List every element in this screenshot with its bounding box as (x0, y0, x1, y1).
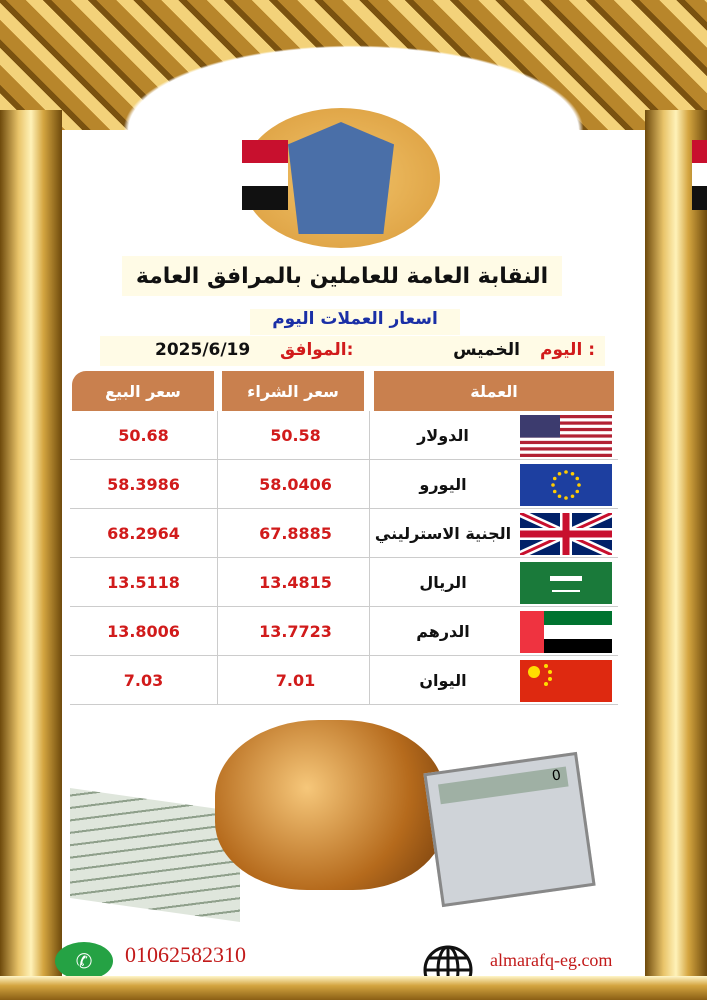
phone-number: 01062582310 (125, 942, 246, 967)
china-flag-icon (520, 660, 612, 702)
gold-pot-image (215, 720, 445, 890)
union-logo (242, 108, 707, 248)
table-row: 13.5118 13.4815 الريال (70, 558, 618, 607)
egypt-flag-icon (692, 140, 707, 210)
table-row: 7.03 7.01 اليوان (70, 656, 618, 705)
currency-name: الريال (419, 573, 467, 592)
date-value: 2025/6/19 (155, 340, 251, 360)
day-value: الخميس (453, 340, 520, 360)
currency-table: 50.68 50.58 الدولار 58.3986 58.0406 اليو… (70, 411, 618, 705)
currency-name: الجنية الاسترليني (374, 524, 512, 543)
sell-price: 50.68 (70, 411, 218, 460)
currency-name: الدرهم (416, 622, 470, 641)
buy-price: 67.8885 (222, 509, 370, 558)
table-row: 13.8006 13.7723 الدرهم (70, 607, 618, 656)
sell-price: 68.2964 (70, 509, 218, 558)
table-row: 68.2964 67.8885 الجنية الاسترليني (70, 509, 618, 559)
sell-price: 13.5118 (70, 558, 218, 607)
website-link[interactable]: almarafq-eg.com (490, 950, 613, 970)
logo-shield (288, 122, 394, 234)
date-row: اليوم : الخميس الموافق: 2025/6/19 (100, 336, 605, 366)
buy-price: 13.4815 (222, 558, 370, 607)
uae-flag-icon (520, 611, 612, 653)
calculator-image: 0 (423, 751, 596, 908)
date-label: الموافق: (280, 340, 354, 360)
header-sell: سعر البيع (72, 371, 214, 411)
currency-name: الدولار (417, 426, 469, 445)
eu-flag-icon (520, 464, 612, 506)
sell-price: 58.3986 (70, 460, 218, 509)
usa-flag-icon (520, 415, 612, 457)
ornamental-frame-bottom (0, 976, 707, 1000)
day-label: اليوم : (540, 340, 595, 360)
table-row: 58.3986 58.0406 اليورو (70, 460, 618, 509)
whatsapp-icon: ✆ (55, 942, 113, 980)
buy-price: 58.0406 (222, 460, 370, 509)
header-currency: العملة (374, 371, 614, 411)
currency-name: اليوان (419, 671, 467, 690)
buy-price: 50.58 (222, 411, 370, 460)
globe-icon (423, 945, 473, 995)
buy-price: 13.7723 (222, 607, 370, 656)
right-pillar (645, 110, 707, 990)
calculator-display: 0 (438, 766, 569, 805)
currency-name: اليورو (419, 475, 467, 494)
saudi-flag-icon (520, 562, 612, 604)
buy-price: 7.01 (222, 656, 370, 705)
sell-price: 13.8006 (70, 607, 218, 656)
table-row: 50.68 50.58 الدولار (70, 411, 618, 460)
page-title: النقابة العامة للعاملين بالمرافق العامة (122, 256, 562, 296)
uk-flag-icon (518, 509, 614, 559)
sell-price: 7.03 (70, 656, 218, 705)
left-pillar (0, 110, 62, 990)
page-subtitle: اسعار العملات اليوم (250, 309, 460, 335)
header-buy: سعر الشراء (222, 371, 364, 411)
egypt-flag-icon (242, 140, 288, 210)
